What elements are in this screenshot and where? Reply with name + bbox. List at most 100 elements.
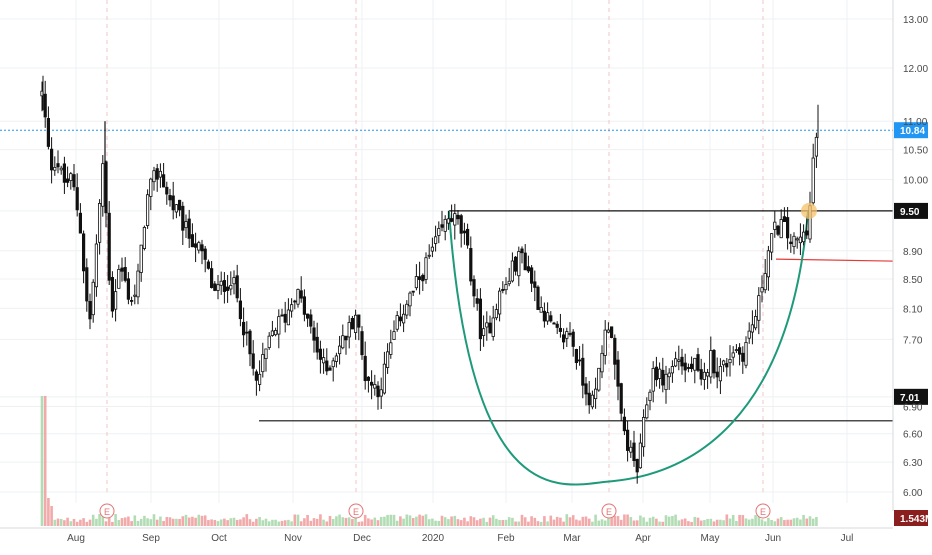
- candle-body: [469, 248, 473, 282]
- candle-186: [635, 458, 639, 484]
- candle-223: [754, 309, 758, 331]
- volume-bar-80: [296, 514, 300, 526]
- volume-bar-194: [661, 521, 665, 526]
- candle-68: [257, 360, 262, 392]
- earnings-marker-0: E: [99, 503, 115, 519]
- volume-bar-144: [501, 519, 505, 526]
- candle-body: [510, 260, 515, 282]
- earnings-label: E: [104, 507, 110, 517]
- x-tick-label-11: Jul: [841, 533, 854, 544]
- candle-212: [718, 358, 723, 395]
- volume-bar-57: [223, 518, 226, 526]
- candle-12: [78, 203, 82, 234]
- candle-body: [709, 350, 713, 378]
- resistance-tag: 9.50: [894, 202, 928, 219]
- candle-body: [754, 316, 758, 329]
- candle-body: [225, 286, 230, 291]
- candle-body: [779, 219, 783, 239]
- candle-body: [645, 404, 649, 419]
- volume-bar-43: [178, 518, 181, 526]
- volume-bar-241: [811, 518, 815, 526]
- volume-bar-19: [101, 515, 105, 526]
- candle-body: [584, 383, 588, 395]
- volume-bar-84: [309, 520, 313, 526]
- candle-21: [107, 201, 111, 285]
- volume-bar-136: [475, 520, 479, 526]
- candle-body: [523, 252, 527, 271]
- candle-body: [578, 359, 582, 362]
- candle-body: [273, 330, 278, 336]
- volume-bar-159: [549, 515, 553, 526]
- volume-bar-229: [773, 521, 777, 526]
- volume-bar-86: [315, 518, 319, 526]
- volume-bar-116: [411, 518, 415, 526]
- candle-114: [405, 300, 409, 319]
- volume-bar-21: [107, 515, 111, 526]
- candle-146: [507, 267, 511, 287]
- candle-body: [219, 280, 223, 286]
- candle-127: [446, 210, 451, 230]
- volume-bar-188: [642, 517, 645, 526]
- candle-44: [181, 201, 185, 246]
- candle-154: [533, 270, 537, 302]
- candle-129: [453, 203, 457, 240]
- candle-221: [747, 322, 751, 344]
- volume-bar-23: [114, 514, 117, 526]
- volume-bar-115: [408, 515, 412, 526]
- candle-210: [712, 349, 716, 379]
- candle-174: [597, 367, 601, 392]
- volume-bar-75: [280, 520, 284, 526]
- y-tick-label-13: 6.30: [903, 458, 923, 469]
- candle-89: [325, 348, 329, 376]
- candle-body: [385, 351, 390, 368]
- candle-body: [59, 167, 63, 171]
- volume-bar-48: [194, 517, 197, 526]
- candle-173: [594, 377, 598, 409]
- volume-bar-139: [485, 521, 489, 526]
- candle-216: [731, 346, 735, 366]
- candle-body: [680, 356, 684, 367]
- candle-body: [85, 267, 89, 302]
- volume-bar-20: [104, 521, 108, 526]
- volume-bar-89: [325, 521, 329, 526]
- volume-bar-179: [613, 515, 617, 526]
- candle-8: [66, 166, 70, 188]
- candle-73: [273, 327, 278, 337]
- candle-141: [491, 305, 495, 341]
- volume-bar-124: [437, 520, 441, 526]
- candle-140: [488, 315, 492, 334]
- volume-bar-193: [658, 521, 661, 526]
- candle-body: [437, 228, 441, 236]
- candle-23: [114, 279, 118, 322]
- candle-body: [363, 355, 367, 382]
- candle-body: [309, 314, 313, 327]
- y-tick-label-0: 13.00: [903, 15, 928, 26]
- volume-bar-198: [674, 514, 677, 526]
- candle-142: [494, 303, 499, 321]
- candle-239: [805, 216, 809, 240]
- candle-body: [702, 371, 707, 380]
- handle-stop-line: [775, 258, 894, 262]
- y-tick-label-3: 10.50: [903, 146, 928, 157]
- volume-bar-236: [795, 517, 799, 526]
- candle-body: [114, 291, 118, 310]
- volume-bar-138: [482, 517, 485, 526]
- volume-bar-92: [335, 516, 338, 526]
- candle-body: [392, 331, 396, 340]
- volume-bar-22: [111, 521, 114, 526]
- candle-body: [213, 283, 217, 291]
- candle-body: [286, 309, 291, 326]
- candle-79: [293, 299, 297, 310]
- candle-body: [389, 342, 393, 355]
- volume-bar-174: [597, 520, 601, 526]
- candle-149: [517, 246, 521, 287]
- volume-bar-103: [370, 519, 373, 526]
- volume-bar-163: [562, 521, 565, 526]
- volume-bar-8: [66, 517, 69, 526]
- candle-179: [613, 334, 617, 380]
- volume-bar-145: [504, 519, 508, 526]
- volume-bar-120: [424, 514, 428, 526]
- candle-226: [763, 258, 767, 294]
- candle-41: [171, 181, 175, 220]
